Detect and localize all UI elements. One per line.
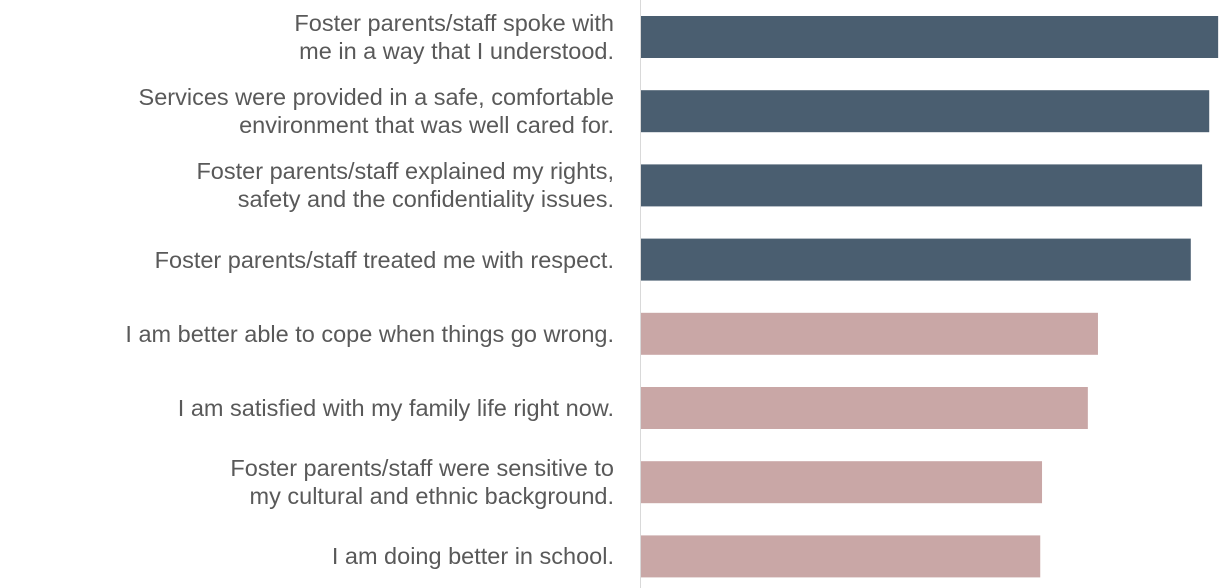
bar (641, 164, 1203, 207)
bar (641, 461, 1043, 504)
bar (641, 535, 1041, 578)
bar (641, 312, 1098, 355)
category-label: Foster parents/staff spoke with me in a … (294, 10, 614, 64)
category-label: Foster parents/staff were sensitive to m… (230, 455, 614, 510)
bar (641, 387, 1088, 429)
bar (641, 90, 1210, 133)
category-label: Services were provided in a safe, comfor… (138, 84, 614, 139)
category-label: I am satisfied with my family life right… (177, 395, 614, 421)
bar (641, 16, 1219, 58)
category-label: Foster parents/staff treated me with res… (154, 246, 614, 273)
category-label: I am better able to cope when things go … (125, 320, 614, 347)
category-label: Foster parents/staff explained my rights… (196, 158, 614, 213)
bar (641, 238, 1191, 281)
category-label: I am doing better in school. (331, 543, 614, 570)
